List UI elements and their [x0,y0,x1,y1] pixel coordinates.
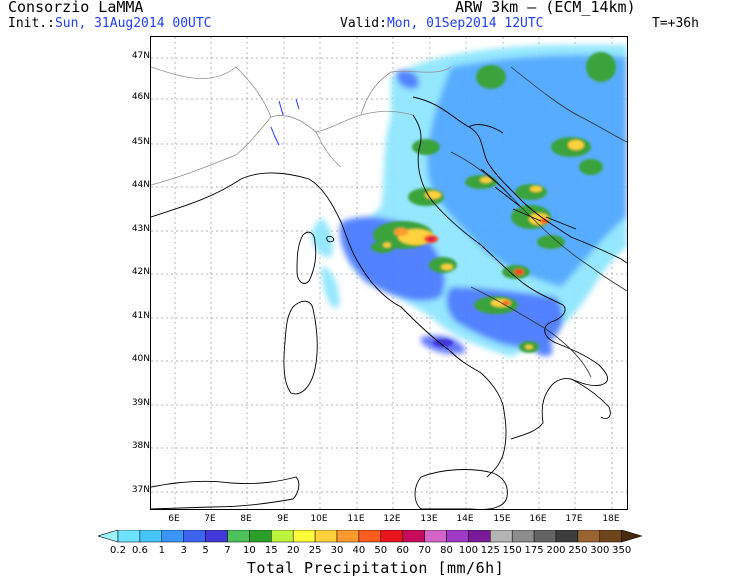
lat-label: 39N [131,398,150,408]
colorbar-label: 60 [396,545,410,556]
colorbar-swatch [599,530,622,543]
colorbar-label: 125 [480,545,500,556]
colorbar-label: 1 [158,545,165,556]
colorbar-swatch [468,530,491,543]
colorbar-label: 3 [180,545,187,556]
valid-time: Valid:Mon, 01Sep2014 12UTC [340,16,544,31]
precipitation-field [311,45,627,357]
init-time: Init.:Sun, 31Aug2014 00UTC [8,16,212,31]
national-borders [151,66,452,186]
colorbar-swatch [227,530,250,543]
lon-label: 12E [383,514,401,524]
colorbar-swatch [183,530,206,543]
map-canvas [151,37,627,509]
coastlines [151,96,627,509]
lat-label: 37N [131,485,150,495]
colorbar-swatch [533,530,557,543]
colorbar-swatch [490,530,513,543]
colorbar-swatch [292,530,316,543]
lat-label: 43N [131,224,150,234]
lat-label: 41N [131,311,150,321]
colorbar-label: 30 [330,545,344,556]
colorbar-label: 100 [458,545,478,556]
colorbar-label: 0.6 [131,545,148,556]
lon-label: 13E [420,514,438,524]
colorbar-label: 50 [374,545,388,556]
colorbar-swatch [271,530,294,543]
lon-label: 16E [529,514,547,524]
forecast-step: T=+36h [652,16,699,31]
colorbar-swatch [555,530,579,543]
colorbar-swatch [446,530,469,543]
colorbar-title: Total Precipitation [mm/6h] [246,559,505,577]
colorbar-swatch [402,530,425,543]
colorbar-swatch [380,530,403,543]
colorbar-label: 200 [546,545,566,556]
colorbar [98,530,643,543]
precipitation-map [150,36,628,510]
valid-value: Mon, 01Sep2014 12UTC [386,16,544,31]
colorbar-label: 300 [590,545,610,556]
colorbar-swatch [358,530,382,543]
colorbar-swatch [249,530,272,543]
colorbar-label: 80 [440,545,453,556]
colorbar-arrow-high [621,530,643,543]
colorbar-label: 7 [224,545,231,556]
colorbar-arrow-low [98,530,119,543]
lat-label: 42N [131,267,150,277]
lon-label: 18E [602,514,620,524]
model-title: ARW 3km – (ECM_14km) [455,0,636,16]
lon-label: 8E [240,514,252,524]
lat-label: 45N [131,137,150,147]
colorbar-label: 25 [308,545,322,556]
colorbar-swatch [577,530,601,543]
lon-label: 6E [168,514,180,524]
colorbar-label: 10 [243,545,256,556]
organization-title: Consorzio LaMMA [8,0,144,16]
lat-label: 38N [131,441,150,451]
colorbar-label: 175 [524,545,544,556]
colorbar-swatch [511,530,535,543]
colorbar-label: 150 [502,545,522,556]
colorbar-label: 20 [286,545,300,556]
colorbar-swatch [205,530,228,543]
lon-label: 17E [565,514,583,524]
lakes [270,98,300,146]
colorbar-label: 15 [264,545,278,556]
lat-label: 46N [131,92,150,102]
lon-label: 14E [456,514,474,524]
colorbar-label: 40 [352,545,366,556]
lon-label: 10E [310,514,328,524]
lon-label: 7E [204,514,216,524]
lat-label: 47N [131,51,150,61]
regional-borders [450,66,627,378]
colorbar-label: 5 [202,545,209,556]
colorbar-label: 350 [612,545,632,556]
colorbar-swatch [314,530,338,543]
colorbar-swatch [117,530,141,543]
init-label: Init.: [8,16,55,31]
init-value: Sun, 31Aug2014 00UTC [54,16,212,31]
colorbar-swatch [161,530,184,543]
colorbar-swatch [139,530,163,543]
lat-label: 40N [131,354,150,364]
lon-label: 9E [277,514,289,524]
colorbar-label: 250 [568,545,588,556]
valid-label: Valid: [340,16,387,31]
colorbar-swatch [336,530,360,543]
lat-label: 44N [131,180,150,190]
colorbar-label: 0.2 [110,545,126,556]
lon-label: 11E [347,514,365,524]
colorbar-label: 70 [418,545,431,556]
lon-label: 15E [493,514,511,524]
colorbar-swatch [424,530,447,543]
